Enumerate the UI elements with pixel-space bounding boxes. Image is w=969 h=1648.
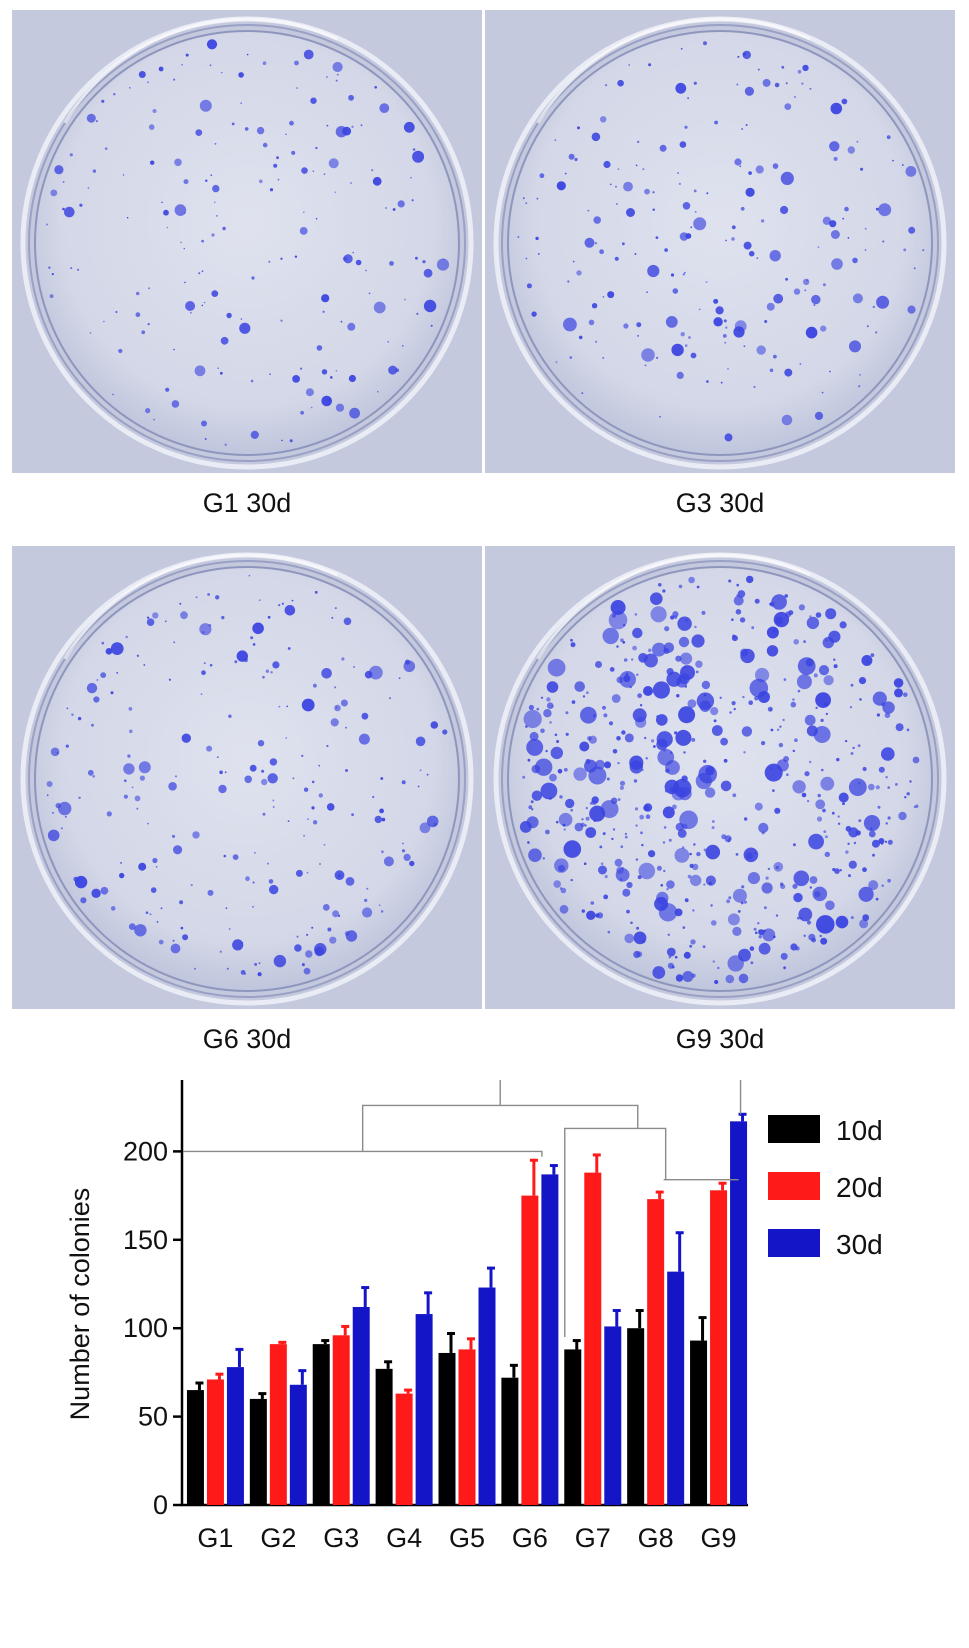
- x-tick-label: G7: [575, 1523, 611, 1553]
- bar-g5-30d: [478, 1287, 496, 1505]
- significance-bracket: [564, 1127, 667, 1338]
- y-tick-label: 200: [123, 1136, 168, 1166]
- bar-g1-10d: [186, 1390, 204, 1505]
- bar-g9-30d: [730, 1121, 748, 1505]
- y-tick-label: 100: [123, 1313, 168, 1343]
- legend-swatch-30d: [768, 1229, 820, 1257]
- x-tick-label: G6: [512, 1523, 548, 1553]
- plate-caption: G1 30d: [202, 488, 292, 518]
- bar-g3-20d: [332, 1335, 350, 1505]
- y-tick-label: 50: [138, 1402, 168, 1432]
- bar-g6-30d: [541, 1174, 559, 1505]
- x-tick-label: G3: [323, 1523, 359, 1553]
- bar-g4-30d: [415, 1314, 433, 1505]
- bar-g1-30d: [226, 1367, 244, 1505]
- legend-swatch-10d: [768, 1115, 820, 1143]
- plate-image-g3-30d: [485, 10, 955, 473]
- bar-g8-10d: [627, 1328, 645, 1505]
- bar-g2-10d: [249, 1398, 267, 1505]
- bar-g7-30d: [604, 1326, 622, 1505]
- bar-g3-10d: [312, 1344, 330, 1505]
- x-tick-label: G9: [701, 1523, 737, 1553]
- x-tick-label: G5: [449, 1523, 485, 1553]
- plate-image-g9-30d: [485, 546, 955, 1009]
- bar-g7-20d: [584, 1172, 602, 1505]
- plate-caption: G9 30d: [675, 1024, 765, 1054]
- bar-g1-20d: [206, 1379, 224, 1505]
- plate-image-g1-30d: [12, 10, 482, 473]
- colony-count-bar-chart: 050100150200250Number of coloniesG1G2G3G…: [65, 1080, 883, 1553]
- significance-bracket: [361, 1104, 639, 1152]
- bar-g8-30d: [667, 1271, 685, 1505]
- bar-g4-10d: [375, 1368, 393, 1505]
- y-tick-label: 150: [123, 1225, 168, 1255]
- bar-g3-30d: [352, 1306, 370, 1505]
- plate-image-g6-30d: [12, 546, 482, 1009]
- legend-label-30d: 30d: [836, 1229, 883, 1260]
- bar-g5-10d: [438, 1352, 456, 1505]
- y-tick-label: 0: [153, 1490, 168, 1520]
- x-tick-label: G8: [638, 1523, 674, 1553]
- plate-caption: G3 30d: [675, 488, 765, 518]
- bar-g8-20d: [647, 1199, 665, 1505]
- bar-g7-10d: [564, 1349, 582, 1505]
- bar-g2-20d: [269, 1344, 287, 1505]
- bar-g6-20d: [521, 1195, 539, 1505]
- bar-g9-20d: [710, 1190, 728, 1505]
- significance-bracket: [183, 1150, 543, 1157]
- y-axis-label: Number of colonies: [65, 1188, 95, 1421]
- x-tick-label: G4: [386, 1523, 422, 1553]
- plate-caption: G6 30d: [202, 1024, 292, 1054]
- bar-g5-20d: [458, 1349, 476, 1505]
- bar-g4-20d: [395, 1393, 413, 1505]
- significance-bracket: [499, 1080, 742, 1115]
- x-tick-label: G1: [197, 1523, 233, 1553]
- legend-swatch-20d: [768, 1172, 820, 1200]
- legend-label-10d: 10d: [836, 1115, 883, 1146]
- x-tick-label: G2: [260, 1523, 296, 1553]
- bar-g6-10d: [501, 1377, 519, 1505]
- bar-g9-10d: [690, 1340, 708, 1505]
- legend-label-20d: 20d: [836, 1172, 883, 1203]
- bar-g2-30d: [289, 1384, 307, 1505]
